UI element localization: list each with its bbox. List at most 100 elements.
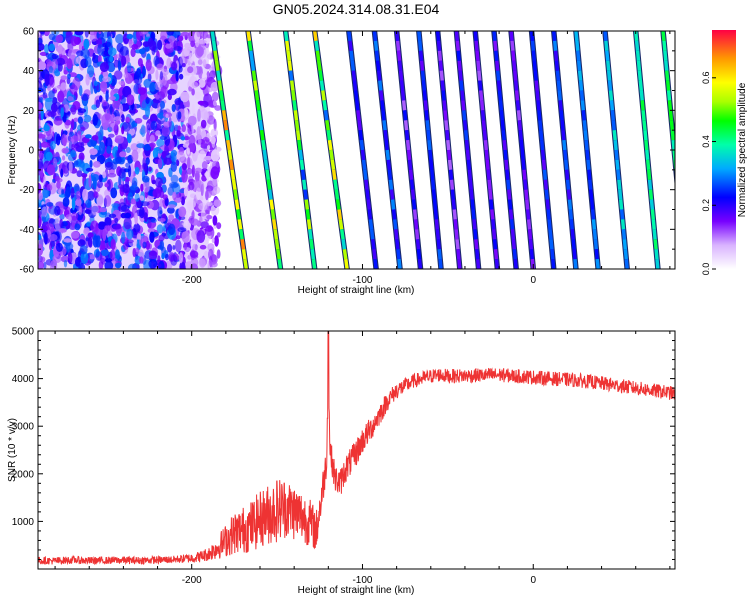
stripe-segment (585, 149, 590, 161)
noise-blob (82, 114, 92, 123)
stripe-segment (247, 40, 253, 52)
noise-blob (105, 137, 113, 150)
stripe-segment (302, 179, 307, 190)
noise-blob (175, 70, 179, 82)
stripe-segment (650, 209, 655, 220)
noise-blob (104, 108, 111, 121)
noise-blob (212, 215, 218, 226)
noise-blob (89, 148, 98, 156)
noise-blob (92, 114, 98, 126)
stripe-segment (463, 120, 468, 131)
stripe-segment (437, 50, 443, 61)
x-tick-label: -200 (182, 275, 202, 286)
noise-blob (78, 152, 85, 162)
noise-blob (62, 155, 66, 161)
stripe-segment (393, 219, 398, 230)
noise-blob (214, 235, 219, 247)
stripe-line (528, 31, 557, 269)
stripe-segment (561, 130, 566, 141)
stripe-segment (608, 90, 614, 101)
stripe-segment (326, 129, 332, 141)
noise-blob (55, 242, 63, 252)
stripe-segment (438, 258, 443, 269)
noise-blob (118, 80, 125, 85)
stripe-segment (293, 110, 299, 121)
noise-blob (177, 227, 187, 233)
noise-blob (82, 188, 89, 202)
noise-blob (113, 70, 123, 80)
snr-x-ticks: -200 -100 0 (54, 331, 671, 586)
stripe-segment (655, 258, 660, 269)
noise-blob (175, 239, 182, 253)
noise-blob (194, 170, 200, 182)
noise-blob (145, 105, 150, 118)
noise-blob (125, 147, 131, 153)
stripe-segment (590, 209, 596, 220)
stripe-segment (682, 229, 683, 239)
noise-blob (119, 151, 127, 158)
stripe-segment (398, 70, 404, 81)
noise-blob (65, 31, 73, 36)
noise-blob (178, 65, 183, 73)
stripe-segment (477, 70, 482, 81)
noise-blob (76, 190, 81, 200)
colorbar-tick-label: 0.6 (701, 72, 711, 85)
noise-blob (55, 133, 61, 146)
stripe-segment (268, 189, 273, 200)
noise-blob (99, 207, 107, 213)
stripe-segment (560, 120, 565, 131)
stripe-segment (380, 100, 385, 111)
noise-blob (41, 206, 48, 218)
noise-blob (210, 149, 220, 162)
stripe-segment (634, 40, 640, 51)
stripe-segment (214, 60, 220, 71)
stripe-segment (609, 100, 615, 111)
stripe-line (508, 31, 536, 269)
noise-blob (142, 65, 146, 77)
stripe-segment (677, 180, 678, 190)
noise-blob (200, 31, 208, 39)
noise-blob (55, 175, 61, 182)
noise-blob (201, 161, 208, 170)
stripe-segment (353, 90, 359, 101)
stripe-segment (471, 209, 476, 220)
noise-blob (112, 100, 121, 109)
stripe-segment (545, 199, 550, 210)
noise-blob (136, 68, 142, 78)
noise-blob (152, 188, 162, 199)
stripe-segment (582, 120, 587, 131)
stripe-segment (464, 139, 470, 151)
stripe-segment (514, 80, 519, 91)
stripe-segment (530, 40, 536, 51)
stripe-segment (518, 130, 523, 141)
stripe-segment (419, 60, 425, 71)
stripe-segment (372, 249, 377, 260)
stripe-segment (476, 258, 481, 269)
noise-blob (98, 31, 102, 35)
noise-blob (99, 240, 106, 252)
noise-blob (156, 224, 164, 234)
stripe-segment (594, 249, 599, 260)
stripe-line (602, 31, 630, 269)
stripe-segment (494, 258, 500, 269)
stripe-segment (240, 239, 246, 250)
stripe-segment (276, 248, 281, 260)
noise-blob (64, 119, 72, 126)
stripe-segment (306, 219, 312, 230)
noise-blob (176, 129, 181, 137)
stripe-segment (233, 189, 239, 200)
noise-blob (136, 233, 142, 240)
noise-blob (106, 179, 111, 191)
noise-blob (121, 121, 131, 132)
stripe-segment (397, 60, 403, 71)
y-tick-label: 2000 (12, 469, 35, 480)
noise-blob (48, 33, 56, 41)
stripe-segment (493, 249, 499, 260)
stripe-segment (512, 60, 517, 71)
stripe-segment (378, 80, 383, 91)
stripe-segment (496, 80, 502, 91)
stripe-segment (300, 169, 306, 181)
stripe-segment (454, 229, 459, 240)
stripe-segment (330, 159, 336, 171)
